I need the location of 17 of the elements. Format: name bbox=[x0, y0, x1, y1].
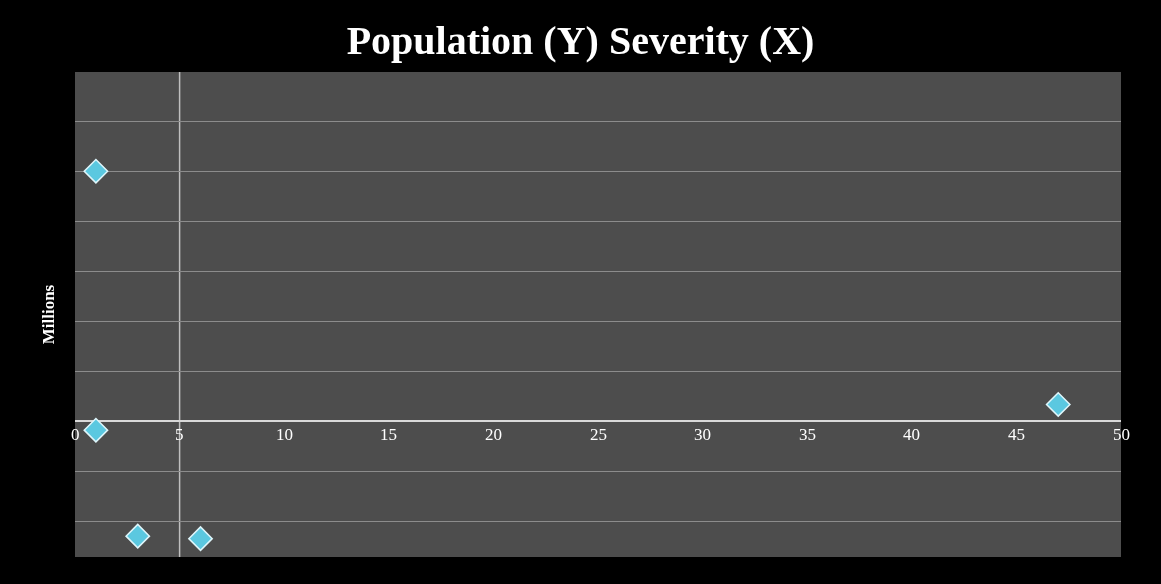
x-tick-label: 35 bbox=[799, 425, 816, 444]
y-axis-title: Millions bbox=[38, 284, 58, 345]
x-tick-label: 0 bbox=[71, 425, 80, 444]
x-tick-label: 30 bbox=[694, 425, 711, 444]
x-tick-label: 25 bbox=[590, 425, 607, 444]
x-tick-label: 50 bbox=[1113, 425, 1130, 444]
point bbox=[125, 523, 151, 549]
point bbox=[83, 158, 109, 184]
point bbox=[188, 526, 213, 552]
x-tick-label: 45 bbox=[1008, 425, 1025, 444]
point bbox=[1045, 391, 1071, 417]
x-tick-label: 40 bbox=[903, 425, 920, 444]
point bbox=[83, 417, 109, 443]
x-tick-label: 10 bbox=[276, 425, 293, 444]
x-tick-label: 15 bbox=[380, 425, 397, 444]
x-tick-label: 20 bbox=[485, 425, 502, 444]
chart-title: Population (Y) Severity (X) bbox=[346, 18, 815, 64]
